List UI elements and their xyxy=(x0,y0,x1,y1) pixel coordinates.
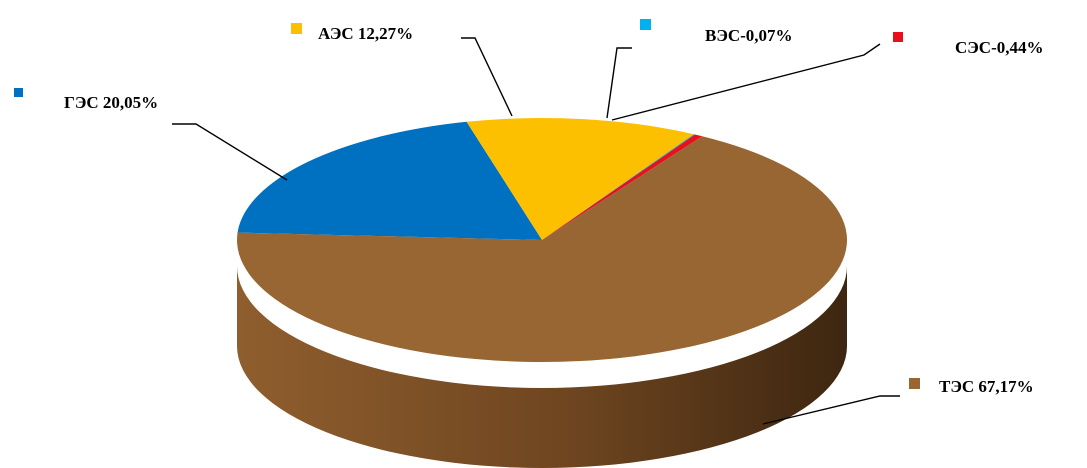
pie-slice-ves xyxy=(542,134,695,240)
pie-slice-tes xyxy=(237,136,848,363)
leader-line-ses xyxy=(611,43,881,121)
legend-marker-tes xyxy=(909,378,920,389)
pie-side-wall xyxy=(237,266,847,468)
legend-marker-ses xyxy=(893,32,903,42)
pie-slice-aes xyxy=(466,117,694,240)
leader-line-ges xyxy=(172,123,288,181)
leader-line-ves xyxy=(606,47,632,119)
label-ses: СЭС-0,44% xyxy=(955,38,1044,57)
legend-marker-aes xyxy=(291,23,302,34)
label-tes: ТЭС 67,17% xyxy=(939,377,1034,396)
pie-slice-ses xyxy=(542,134,703,240)
pie-slice-ges xyxy=(237,121,542,240)
leader-line-aes xyxy=(461,37,513,117)
leader-line-tes xyxy=(762,395,900,425)
label-ges: ГЭС 20,05% xyxy=(64,93,158,112)
legend-marker-ves xyxy=(640,19,651,30)
legend-marker-ges xyxy=(14,88,23,97)
label-ves: ВЭС-0,07% xyxy=(705,26,793,45)
label-aes: АЭС 12,27% xyxy=(318,24,413,43)
